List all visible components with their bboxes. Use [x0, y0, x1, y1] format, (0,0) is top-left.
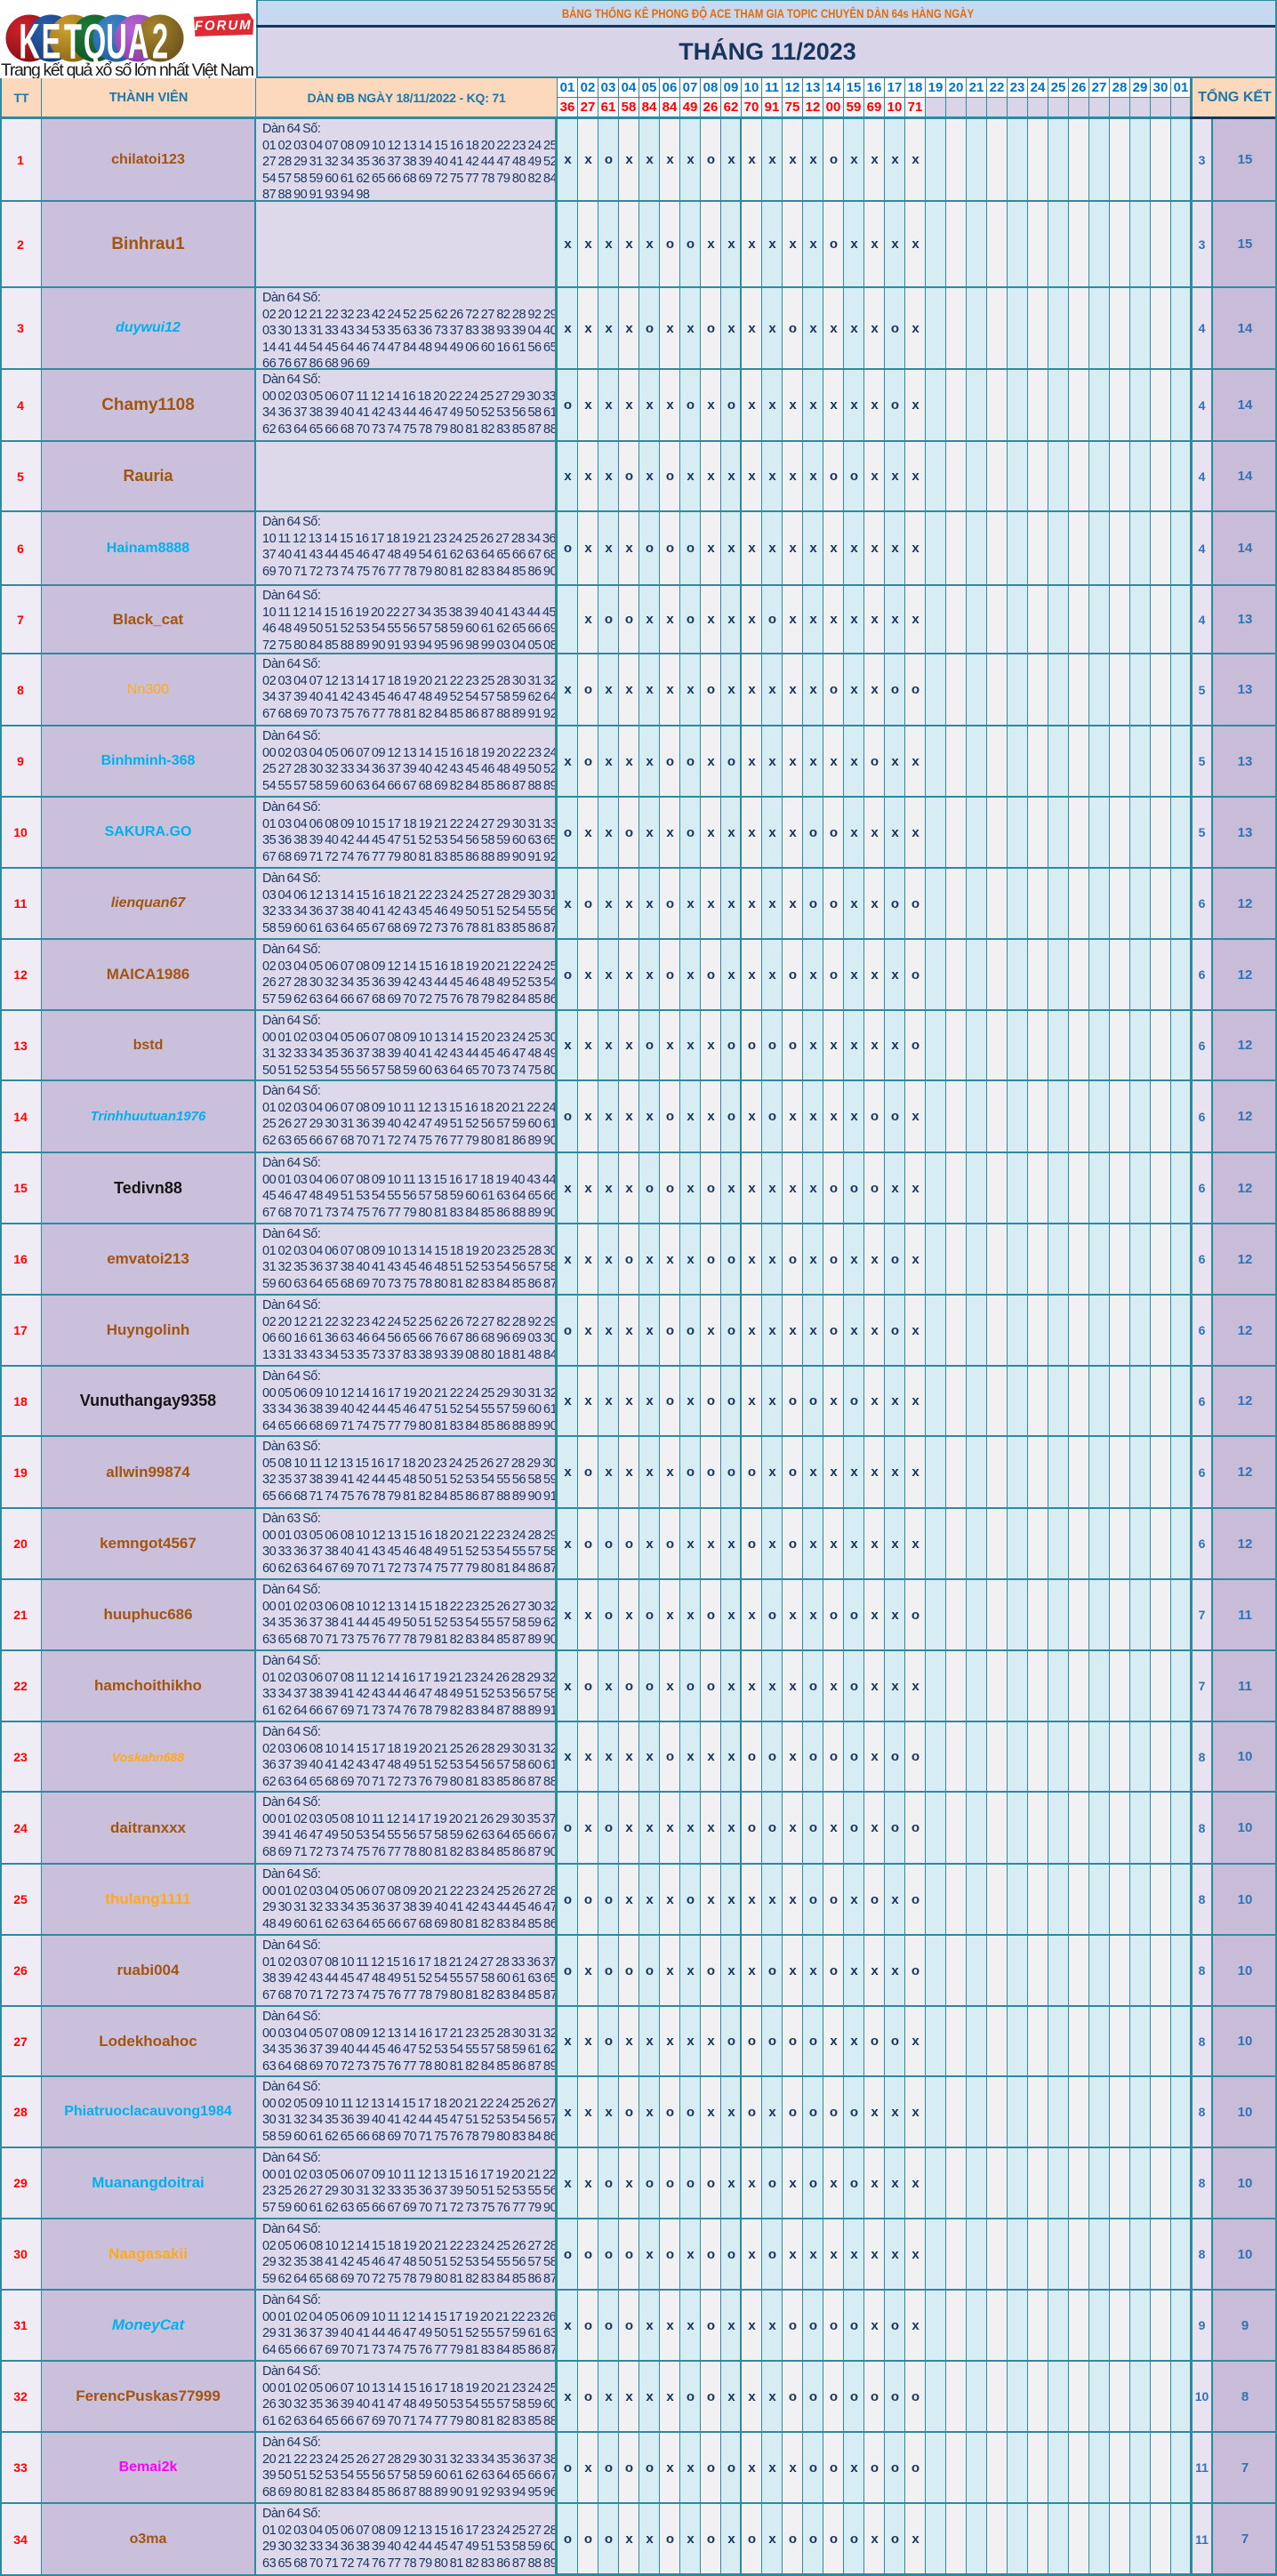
svg-text:2: 2: [152, 14, 168, 69]
svg-text:Q: Q: [84, 14, 106, 69]
svg-text:K: K: [19, 14, 40, 69]
svg-text:T: T: [64, 14, 82, 69]
svg-text:A: A: [128, 14, 149, 69]
svg-text:U: U: [106, 14, 127, 69]
svg-text:E: E: [42, 14, 61, 69]
svg-text:FORUM: FORUM: [195, 18, 253, 34]
